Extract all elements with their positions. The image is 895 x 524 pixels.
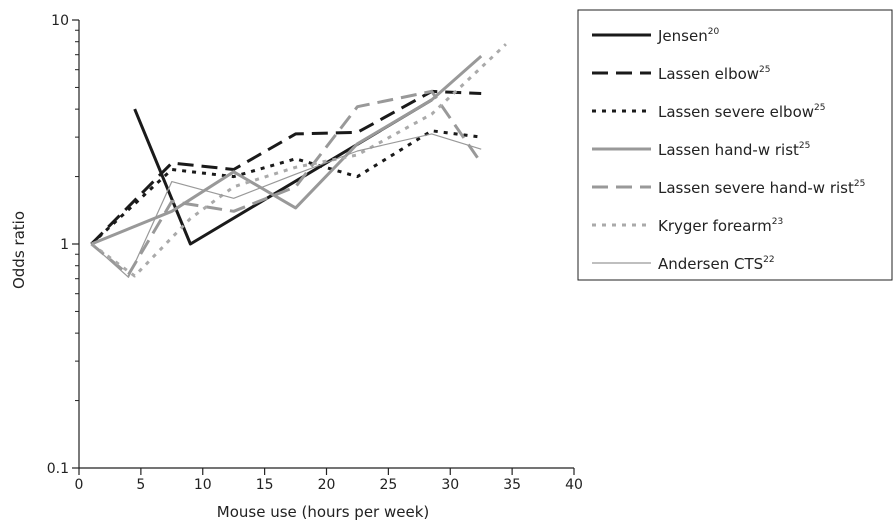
legend-reference: 25 [799,141,810,151]
legend-entry-andersen-cts: Andersen CTS22 [658,255,775,273]
plot-lines [90,43,507,278]
legend-label: Lassen hand-w rist [658,141,799,159]
legend-reference: 25 [759,65,770,75]
legend-label: Andersen CTS [658,255,763,273]
legend-entry-lassen-severe-hand-w-rist: Lassen severe hand-w rist25 [658,179,865,197]
legend-box [577,9,893,281]
legend-entry-lassen-elbow: Lassen elbow25 [658,65,771,83]
x-tick-label: 15 [256,477,274,493]
x-tick-label: 20 [318,477,336,493]
legend-reference: 25 [814,103,825,113]
legend-entry-lassen-hand-w-rist: Lassen hand-w rist25 [658,141,810,159]
x-tick-label: 40 [565,477,583,493]
series-line-jensen [133,98,433,246]
x-tick-label: 5 [136,477,145,493]
legend-reference: 23 [772,217,783,227]
axes: 0 5 10 15 20 25 30 35 40 0.1 1 10 [47,13,583,493]
y-tick-label: 1 [60,237,69,253]
x-tick-label: 30 [441,477,459,493]
legend-label: Jensen [657,27,708,45]
legend-entry-lassen-severe-elbow: Lassen severe elbow25 [658,103,825,121]
x-tick-label: 0 [75,477,84,493]
legend-label: Lassen severe hand-w rist [658,179,854,197]
y-ticks: 0.1 1 10 [47,13,79,477]
legend-label: Lassen elbow [658,65,759,83]
legend-entry-kryger-forearm: Kryger forearm23 [658,217,783,235]
y-tick-label: 10 [51,13,69,29]
y-tick-label: 0.1 [47,461,69,477]
x-tick-label: 35 [503,477,521,493]
legend-reference: 25 [854,179,865,189]
x-tick-label: 25 [379,477,397,493]
legend-label: Lassen severe elbow [658,103,814,121]
x-ticks: 0 5 10 15 20 25 30 35 40 [75,468,583,493]
legend-reference: 20 [708,27,720,37]
legend-entry-jensen: Jensen20 [657,27,719,45]
legend-reference: 22 [763,255,774,265]
x-tick-label: 10 [194,477,212,493]
y-axis-title: Odds ratio [10,211,28,289]
series-line-kryger-forearm [90,43,507,278]
x-axis-title: Mouse use (hours per week) [217,503,430,521]
legend-label: Kryger forearm [658,217,772,235]
series-line-lassen-hand-w-rist [90,54,483,246]
series-line-andersen-cts [90,133,482,278]
